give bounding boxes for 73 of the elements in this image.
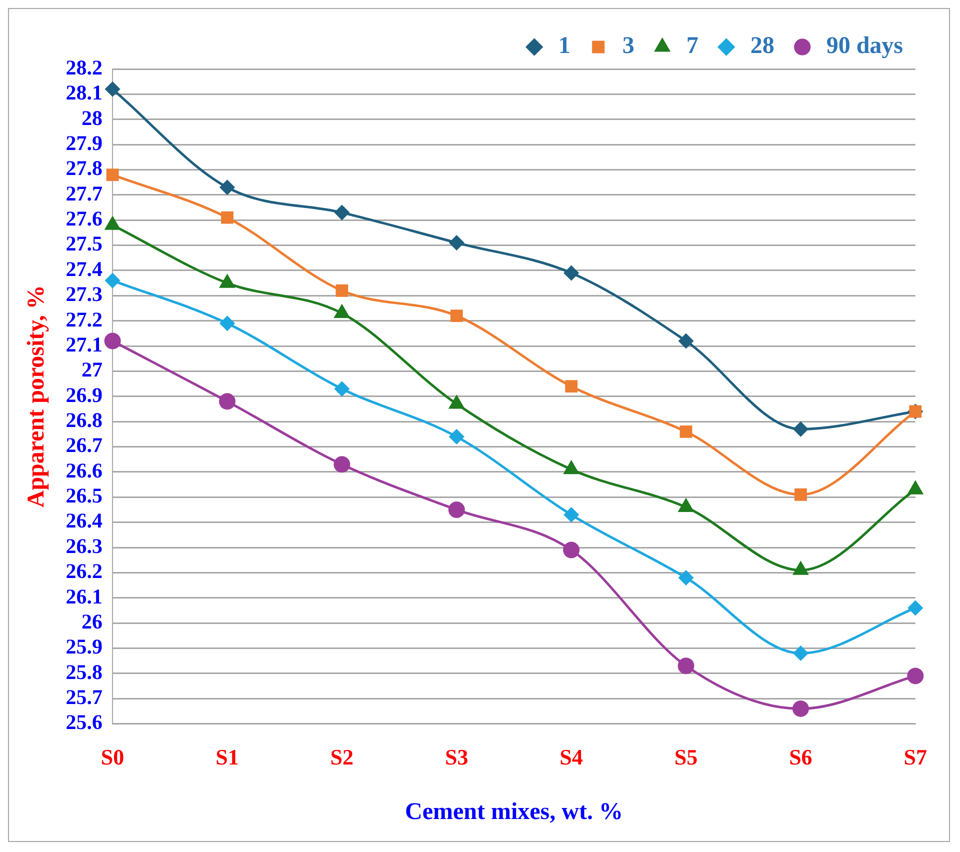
point [218,393,236,410]
point [334,456,350,473]
y-tick-label: 27.8 [66,156,103,180]
y-tick-label: 26.3 [66,534,103,558]
x-tick-label: S6 [789,744,812,770]
y-tick-label: 27.7 [66,181,103,206]
point [334,305,350,318]
y-tick-label: 27.6 [66,206,103,231]
point [106,168,119,181]
y-tick-label: 28 [82,106,103,130]
x-tick-label: S7 [904,744,928,770]
point [794,488,807,501]
point [907,668,924,684]
y-tick-label: 26.8 [66,408,103,432]
y-tick-label: 27.9 [66,130,103,155]
y-tick-label: 25.6 [66,710,103,734]
legend-label: 7 [686,33,698,60]
point [565,380,578,393]
x-tick-label: S1 [216,744,239,770]
point [450,310,463,322]
y-tick-label: 26 [82,609,103,634]
x-tick-label: S2 [330,744,354,770]
point [792,700,809,717]
point [449,429,464,444]
y-tick-label: 28.1 [66,80,103,105]
y-tick-label: 26.4 [66,508,104,533]
legend-label: 28 [750,33,774,60]
point [449,236,464,250]
point [678,334,694,348]
point [793,422,808,436]
y-tick-label: 27 [82,358,103,382]
y-axis-title: Apparent porosity, % [24,285,50,508]
point [221,211,234,224]
y-tick-label: 27.5 [66,232,103,256]
y-tick-label: 26.9 [66,382,103,407]
point [564,508,579,522]
legend-label: 3 [622,33,634,60]
point [105,273,120,288]
y-tick-label: 25.8 [66,660,103,684]
x-axis-title: Cement mixes, wt. % [404,798,623,825]
x-tick-label: S0 [100,744,124,770]
y-tick-label: 28.2 [66,55,103,80]
point [793,646,808,661]
point [678,570,694,585]
y-tick-label: 26.7 [66,433,103,458]
x-tick-label: S3 [444,744,468,770]
point [334,382,350,396]
point [680,425,692,438]
point [564,266,579,280]
point [678,658,694,674]
y-tick-label: 26.2 [66,559,103,584]
y-tick-label: 27.4 [66,256,104,281]
point [563,542,580,558]
x-tick-label: S4 [560,744,583,770]
legend-label: 90 days [826,33,903,60]
point [105,82,120,96]
y-tick-label: 26.5 [66,484,103,508]
point [334,205,350,220]
point [220,180,234,195]
point [908,600,923,616]
point [220,316,234,331]
x-tick-label: S5 [674,744,698,770]
y-tick-label: 26.6 [66,458,103,482]
y-tick-label: 25.7 [66,685,103,710]
y-tick-label: 27.2 [66,307,103,332]
y-tick-label: 27.1 [66,332,103,356]
point [448,501,465,518]
y-tick-label: 25.9 [66,634,103,659]
y-tick-label: 27.3 [66,282,103,306]
point [104,332,121,350]
y-tick-label: 26.1 [66,584,103,608]
point [336,284,348,297]
legend-label: 1 [558,33,570,60]
